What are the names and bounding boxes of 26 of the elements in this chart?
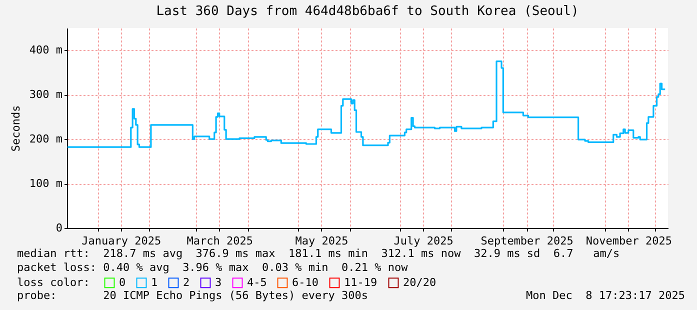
legend-label: 20/20 [403, 276, 436, 289]
text: probe: 20 ICMP Echo Pings (56 Bytes) every 300s [17, 289, 368, 303]
y-tick-label: 400 m [29, 44, 63, 57]
x-tick-label: May 2025 [295, 234, 348, 248]
legend-label: 0 [119, 276, 126, 289]
text: packet loss: 0.40 % avg 3.96 % max 0.03 % min 0.21 % now [17, 261, 408, 275]
y-tick-label: 0 [56, 222, 62, 234]
y-tick-label: 100 m [29, 177, 63, 190]
legend-label: 6-10 [292, 276, 318, 289]
legend-label: 4-5 [247, 276, 267, 289]
x-tick-label: September 2025 [480, 234, 574, 248]
x-tick-label: March 2025 [186, 234, 253, 248]
y-tick-label: 200 m [29, 132, 63, 146]
legend-label: 11-19 [344, 276, 378, 289]
text: Mon Dec 8 17:23:17 2025 [526, 289, 685, 303]
y-tick-label: 300 m [29, 88, 63, 102]
x-tick-label: January 2025 [82, 234, 162, 248]
chart-title: Last 360 Days from 464d48b6ba6f to South Korea (Seoul) [156, 4, 579, 19]
x-tick-label: November 2025 [586, 234, 672, 248]
y-axis-title: Seconds [9, 105, 22, 152]
legend-label: 1 [151, 276, 158, 289]
legend-title: loss color: [17, 276, 90, 289]
text: median rtt: 218.7 ms avg 376.9 ms max 181.1 ms min 312.1 ms now 32.9 ms sd 6.7 am/s [17, 247, 620, 261]
legend-label: 3 [215, 276, 222, 289]
legend-label: 2 [183, 276, 190, 289]
x-tick-label: July 2025 [394, 234, 454, 248]
